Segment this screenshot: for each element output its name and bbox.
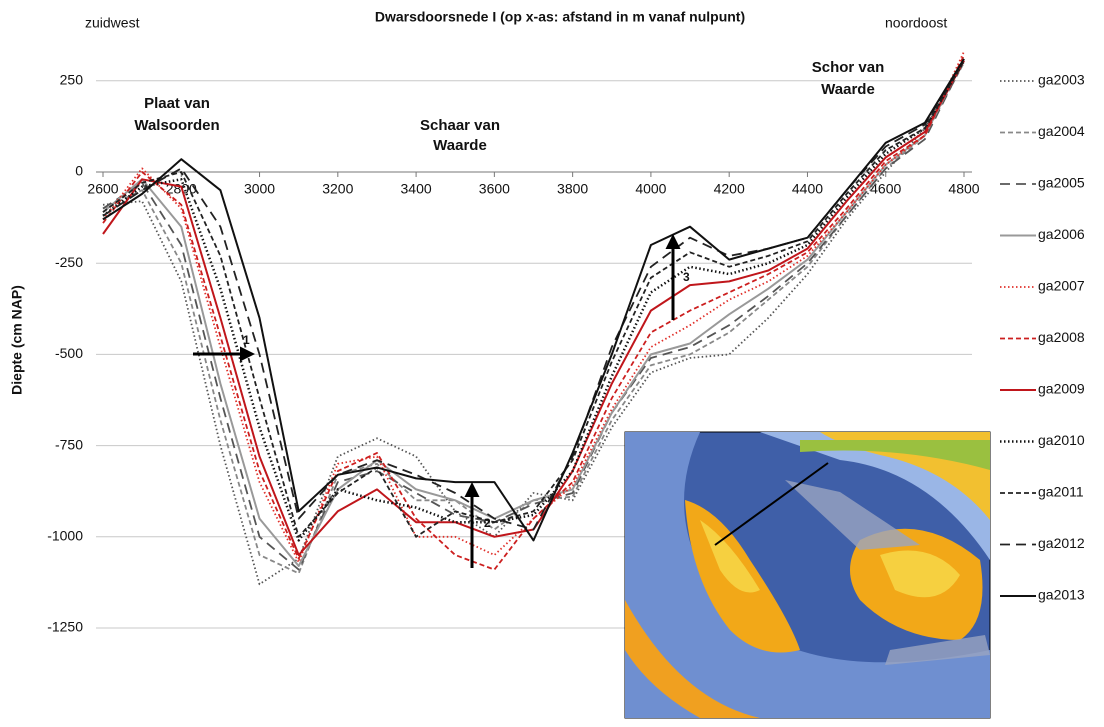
x-tick-label: 4800 xyxy=(948,181,979,197)
x-tick-label: 3200 xyxy=(322,181,353,197)
annotation: zuidwest xyxy=(85,15,140,31)
y-tick-label: -1000 xyxy=(47,528,83,544)
legend-label: ga2010 xyxy=(1038,432,1085,448)
x-tick-label: 3600 xyxy=(479,181,510,197)
x-tick-label: 3400 xyxy=(401,181,432,197)
y-tick-label: -750 xyxy=(55,436,83,452)
annotation: Schaar van xyxy=(420,117,500,134)
legend-label: ga2006 xyxy=(1038,226,1085,242)
chart: Dwarsdoorsnede I (op x-as: afstand in m … xyxy=(0,0,1104,727)
legend-label: ga2003 xyxy=(1038,72,1085,88)
y-tick-label: -250 xyxy=(55,254,83,270)
arrow-label: 3 xyxy=(683,270,690,284)
legend-label: ga2007 xyxy=(1038,278,1085,294)
annotation: Schor van xyxy=(812,59,885,76)
legend-label: ga2009 xyxy=(1038,381,1085,397)
y-tick-label: -1250 xyxy=(47,619,83,635)
y-tick-label: 250 xyxy=(60,72,84,88)
x-tick-label: 3800 xyxy=(557,181,588,197)
arrow-label: 2 xyxy=(484,516,491,530)
annotation: Waarde xyxy=(821,81,875,98)
annotation: noordoost xyxy=(885,15,947,31)
legend-label: ga2011 xyxy=(1038,484,1084,500)
legend-label: ga2004 xyxy=(1038,123,1085,139)
annotation: Plaat van xyxy=(144,95,210,112)
x-tick-label: 3000 xyxy=(244,181,275,197)
arrow-label: 1 xyxy=(243,333,250,347)
annotation: Walsoorden xyxy=(134,117,219,134)
legend-label: ga2008 xyxy=(1038,329,1085,345)
y-axis-title: Diepte (cm NAP) xyxy=(9,285,25,395)
annotation: Waarde xyxy=(433,137,487,154)
x-tick-label: 4600 xyxy=(870,181,901,197)
y-tick-label: 0 xyxy=(75,163,83,179)
x-tick-label: 4000 xyxy=(635,181,666,197)
x-tick-label: 4400 xyxy=(792,181,823,197)
legend-label: ga2013 xyxy=(1038,587,1085,603)
legend-label: ga2012 xyxy=(1038,535,1085,551)
chart-title: Dwarsdoorsnede I (op x-as: afstand in m … xyxy=(375,9,745,25)
legend-label: ga2005 xyxy=(1038,175,1085,191)
y-tick-label: -500 xyxy=(55,345,83,361)
x-tick-label: 2600 xyxy=(87,181,118,197)
legend: ga2003 ga2004 ga2005 ga2006 ga2007 ga2008 ga20… xyxy=(1000,72,1085,603)
x-tick-label: 4200 xyxy=(714,181,745,197)
inset-map xyxy=(625,432,990,718)
